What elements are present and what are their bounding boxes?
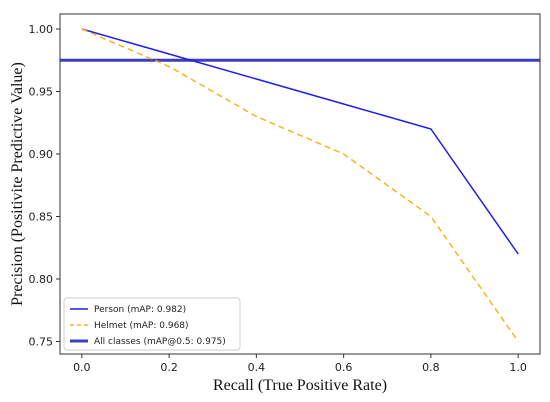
series-line-person xyxy=(81,28,519,255)
series-layer xyxy=(60,28,540,342)
y-axis-ticks: 0.75 0.80 0.85 0.90 0.95 1.00 xyxy=(29,23,60,349)
legend-entry: Person (mAP: 0.982) xyxy=(94,305,186,315)
plot-frame xyxy=(59,13,541,355)
x-axis-label: Recall (True Positive Rate) xyxy=(213,377,387,394)
x-tick-label: 0.6 xyxy=(335,361,353,374)
x-tick-label: 0.8 xyxy=(422,361,440,374)
x-tick-label: 1.0 xyxy=(509,361,527,374)
legend-entry: Helmet (mAP: 0.968) xyxy=(94,321,189,331)
y-tick-label: 0.85 xyxy=(29,211,54,224)
y-tick-label: 1.00 xyxy=(29,23,54,36)
x-tick-label: 0.4 xyxy=(248,361,266,374)
x-axis-ticks: 0.0 0.2 0.4 0.6 0.8 1.0 xyxy=(73,354,527,374)
y-tick-label: 0.80 xyxy=(29,273,54,286)
y-tick-label: 0.90 xyxy=(29,148,54,161)
legend-box xyxy=(63,297,241,351)
x-tick-label: 0.2 xyxy=(160,361,178,374)
legend-entry: All classes (mAP@0.5: 0.975) xyxy=(94,337,226,347)
legend: Person (mAP: 0.982) Helmet (mAP: 0.968) Al… xyxy=(63,297,241,351)
y-axis-label: Precision (Positivite Predictive Value) xyxy=(9,62,26,306)
y-tick-label: 0.95 xyxy=(29,86,54,99)
y-tick-label: 0.75 xyxy=(29,336,54,349)
series-line-helmet xyxy=(81,28,519,342)
x-tick-label: 0.0 xyxy=(73,361,91,374)
